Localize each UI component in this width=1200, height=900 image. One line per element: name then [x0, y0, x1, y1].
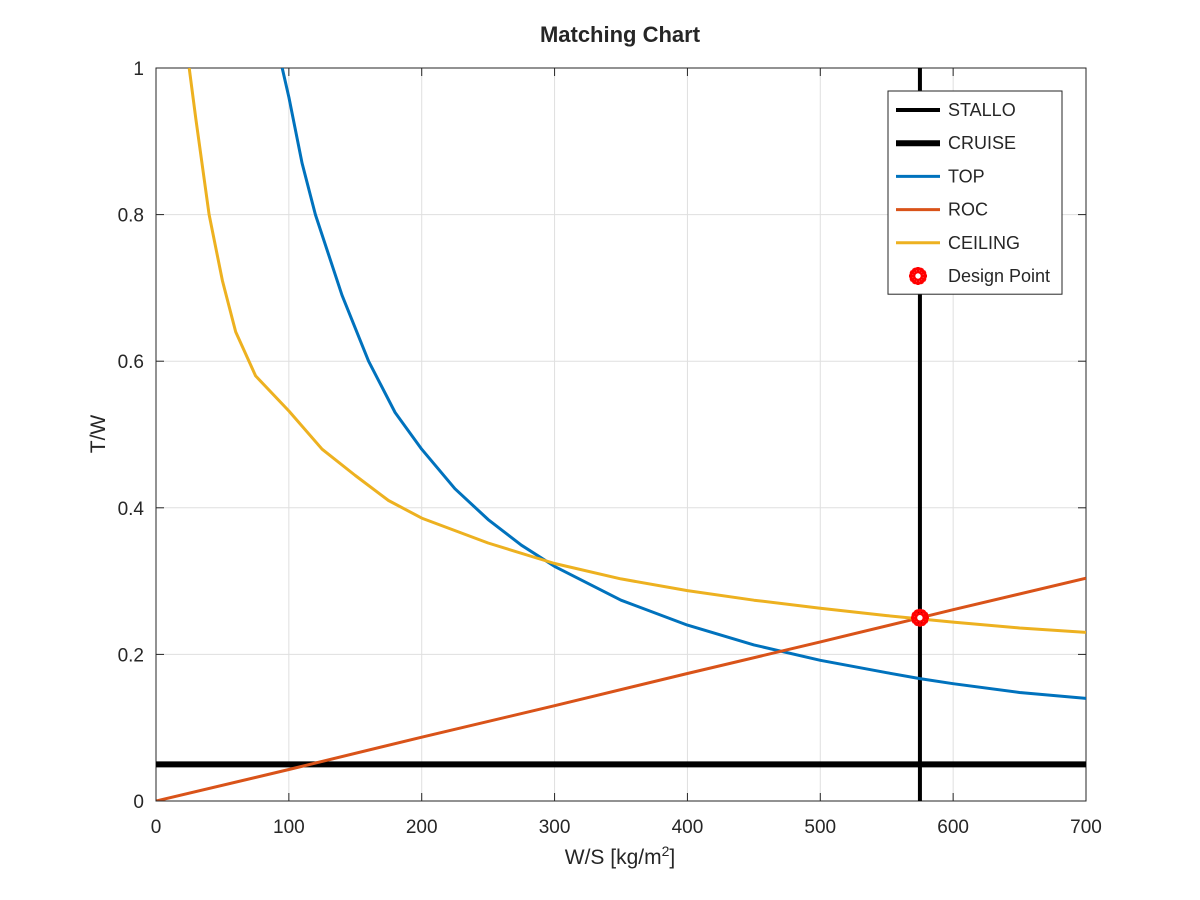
x-axis-label-main: W/S [kg/m — [565, 846, 662, 869]
y-tick-label: 0.4 — [118, 499, 145, 520]
legend-label-roc: ROC — [948, 200, 988, 220]
series-ceiling-line — [187, 68, 1086, 634]
design-point-marker — [910, 608, 929, 627]
legend: STALLO CRUISE TOP ROC CEILING Design Point — [887, 90, 1063, 295]
x-tick-label: 200 — [406, 817, 438, 838]
tick-labels: 0 100 200 300 400 500 600 700 0 0.2 0.4 0.6 0.8 1 — [118, 59, 1102, 838]
x-axis-label: W/S [kg/m2] — [565, 843, 675, 869]
x-tick-label: 600 — [937, 817, 969, 838]
y-tick-label: 0.2 — [118, 645, 144, 666]
chart-title: Matching Chart — [540, 22, 701, 47]
series-roc-line — [156, 576, 1086, 801]
legend-label-stallo: STALLO — [948, 100, 1016, 120]
x-axis-label-end: ] — [669, 846, 675, 869]
x-axis-label-superscript: 2 — [662, 843, 670, 859]
y-axis-label: T/W — [87, 415, 110, 454]
x-tick-label: 300 — [539, 817, 571, 838]
legend-swatch-design-point — [909, 267, 927, 285]
legend-label-top: TOP — [948, 166, 985, 186]
x-tick-label: 500 — [804, 817, 836, 838]
series-top-line — [280, 68, 1086, 700]
legend-label-cruise: CRUISE — [948, 133, 1016, 153]
y-tick-label: 1 — [133, 59, 144, 80]
plot-frame — [155, 67, 1087, 802]
legend-box — [887, 90, 1063, 295]
y-tick-label: 0.6 — [118, 352, 144, 373]
legend-label-ceiling: CEILING — [948, 233, 1020, 253]
y-tick-label: 0 — [133, 792, 144, 813]
x-tick-label: 100 — [273, 817, 305, 838]
x-tick-label: 400 — [672, 817, 704, 838]
x-tick-label: 0 — [151, 817, 162, 838]
legend-label-design-point: Design Point — [948, 266, 1050, 286]
x-tick-label: 700 — [1070, 817, 1102, 838]
y-tick-label: 0.8 — [118, 206, 144, 227]
